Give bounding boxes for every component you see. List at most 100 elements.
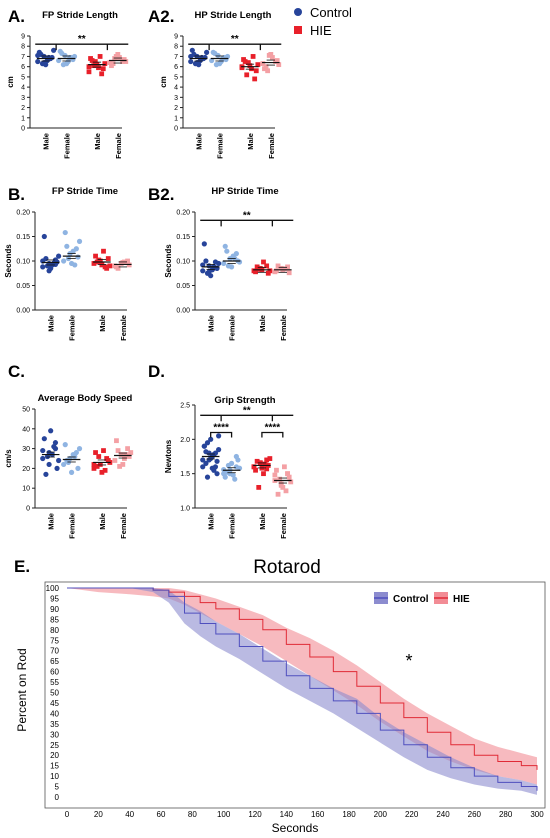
confidence-band-control [67, 588, 537, 795]
y-axis-label: cm [159, 76, 168, 88]
x-tick-label: Female [68, 513, 77, 539]
data-point [56, 57, 62, 64]
x-tick-label: Female [279, 315, 288, 341]
data-point [125, 258, 130, 264]
data-point [97, 462, 103, 467]
y-tick-label: 0.00 [16, 308, 30, 315]
data-point [242, 59, 248, 64]
data-point [216, 260, 222, 267]
data-point [40, 264, 46, 270]
data-point [40, 447, 46, 454]
x-tick-label: 0 [65, 810, 70, 819]
significance-bracket-tick [55, 44, 109, 51]
data-point [72, 453, 78, 460]
data-point [251, 464, 257, 470]
y-tick-label: 80 [50, 626, 59, 635]
data-point [35, 52, 41, 59]
data-point [41, 233, 47, 240]
data-point [96, 454, 102, 459]
panel-letter: B. [8, 185, 25, 204]
data-point [40, 455, 46, 462]
data-point [64, 243, 70, 249]
data-point [94, 464, 100, 469]
x-tick-label: 40 [125, 810, 134, 819]
y-tick-label: 0.15 [176, 234, 190, 241]
data-point [233, 453, 239, 460]
y-tick-label: 85 [50, 615, 59, 624]
data-point [51, 47, 57, 53]
y-tick-label: 6 [21, 64, 25, 71]
y-tick-label: 35 [50, 720, 59, 729]
y-tick-label: 8 [21, 44, 25, 51]
data-point [214, 471, 220, 477]
x-tick-label: Male [42, 133, 51, 150]
significance-label: **** [213, 422, 229, 433]
y-tick-label: 15 [50, 762, 59, 771]
data-point [275, 491, 281, 497]
x-tick-label: Male [93, 133, 102, 150]
data-point [75, 254, 81, 260]
x-tick-label: Male [98, 513, 107, 530]
y-tick-label: 2 [21, 105, 25, 112]
data-point [286, 474, 292, 480]
data-point [211, 451, 217, 458]
y-tick-label: 0.20 [16, 210, 30, 217]
data-point [97, 54, 103, 59]
panel-4: B2. HP Stride Time 0.00 0.05 0.10 0.15 0.20 Sec… [148, 185, 294, 341]
data-point [107, 263, 113, 269]
data-point [254, 264, 260, 270]
y-tick-label: 10 [50, 772, 59, 781]
data-point [203, 258, 209, 264]
data-point [204, 440, 211, 446]
data-point [209, 57, 215, 64]
data-point [99, 71, 105, 77]
data-point [189, 47, 195, 53]
data-point [224, 248, 230, 254]
significance-bracket-tick [220, 415, 274, 422]
data-point [264, 263, 270, 269]
y-tick-label: 9 [174, 34, 178, 41]
data-point [76, 238, 83, 244]
x-tick-label: 240 [436, 810, 450, 819]
panel-title: HP Stride Length [195, 10, 272, 21]
data-point [65, 58, 71, 65]
data-point [51, 444, 57, 450]
panel-1: A. FP Stride Length 0 1 2 3 4 5 6 7 8 9 cm Male Female… [6, 7, 129, 159]
data-point [236, 465, 243, 471]
panel-title: Grip Strength [214, 395, 275, 406]
data-point [96, 65, 101, 71]
data-point [112, 56, 118, 61]
data-point [254, 458, 260, 464]
x-tick-label: Male [47, 513, 56, 530]
panel-6: D. Grip Strength 1.0 1.5 2.0 2.5 Newtons Male Fe… [148, 362, 294, 539]
data-point [122, 456, 127, 461]
y-tick-label: 2.0 [180, 437, 190, 444]
data-point [99, 262, 105, 268]
x-tick-label: Female [68, 315, 77, 341]
data-point [261, 471, 266, 477]
x-tick-label: 220 [405, 810, 419, 819]
data-point [200, 262, 206, 268]
data-point [213, 62, 220, 68]
data-point [272, 472, 278, 478]
data-point [65, 459, 72, 466]
data-point [214, 458, 220, 464]
y-tick-label: 0 [55, 793, 60, 802]
x-tick-label: 200 [374, 810, 388, 819]
data-point [102, 264, 108, 270]
data-point [212, 50, 218, 56]
x-tick-label: Male [98, 315, 107, 332]
data-point [99, 469, 105, 475]
y-tick-label: 0 [174, 126, 178, 133]
y-tick-label: 0.10 [176, 259, 190, 266]
data-point [247, 63, 253, 69]
confidence-band-hie [67, 588, 537, 785]
figure-legend: Control HIE [294, 5, 352, 38]
data-point [227, 471, 233, 477]
panel-letter: C. [8, 362, 25, 381]
data-point [76, 446, 83, 452]
y-axis-label: Percent on Rod [15, 648, 29, 731]
y-axis-label: Newtons [164, 439, 173, 473]
data-point [264, 457, 270, 463]
data-point [200, 457, 206, 463]
